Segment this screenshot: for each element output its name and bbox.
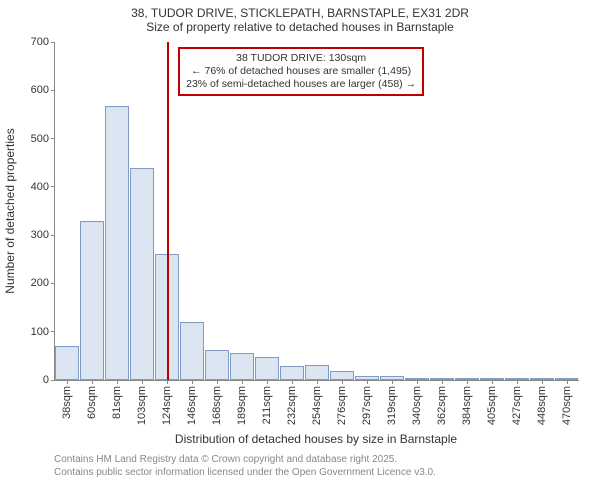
bar: [130, 168, 154, 380]
footer-line1: Contains HM Land Registry data © Crown c…: [54, 454, 436, 467]
bar: [230, 353, 254, 380]
ytick-mark: [51, 235, 55, 236]
bar: [255, 357, 279, 380]
ytick-mark: [51, 186, 55, 187]
bar: [80, 221, 104, 380]
bar: [280, 366, 304, 380]
xtick-label: 297sqm: [361, 386, 373, 425]
xtick-label: 384sqm: [461, 386, 473, 425]
ytick-mark: [51, 331, 55, 332]
ytick-label: 100: [31, 326, 49, 338]
xtick-mark: [267, 380, 268, 384]
xtick-mark: [242, 380, 243, 384]
xtick-mark: [517, 380, 518, 384]
ytick-label: 0: [43, 374, 49, 386]
xtick-mark: [342, 380, 343, 384]
reference-line: [167, 42, 169, 380]
ytick-label: 200: [31, 277, 49, 289]
footer-attribution: Contains HM Land Registry data © Crown c…: [54, 454, 436, 479]
xtick-mark: [442, 380, 443, 384]
ytick-label: 400: [31, 181, 49, 193]
xtick-label: 103sqm: [136, 386, 148, 425]
xtick-mark: [317, 380, 318, 384]
xtick-label: 168sqm: [211, 386, 223, 425]
plot-area: 010020030040050060070038sqm60sqm81sqm103…: [54, 42, 579, 381]
ytick-mark: [51, 90, 55, 91]
bar: [305, 365, 329, 380]
xtick-label: 340sqm: [411, 386, 423, 425]
xtick-mark: [67, 380, 68, 384]
bar: [330, 371, 354, 380]
xtick-mark: [167, 380, 168, 384]
xtick-label: 254sqm: [311, 386, 323, 425]
xtick-label: 362sqm: [436, 386, 448, 425]
xtick-mark: [192, 380, 193, 384]
xtick-mark: [217, 380, 218, 384]
ytick-mark: [51, 138, 55, 139]
y-axis-label: Number of detached properties: [3, 128, 17, 293]
bar: [180, 322, 204, 380]
bar: [105, 106, 129, 380]
annotation-line: ← 76% of detached houses are smaller (1,…: [186, 65, 416, 78]
xtick-label: 81sqm: [111, 386, 123, 419]
annotation-line: 23% of semi-detached houses are larger (…: [186, 78, 416, 91]
xtick-label: 60sqm: [86, 386, 98, 419]
xtick-label: 124sqm: [161, 386, 173, 425]
xtick-label: 427sqm: [511, 386, 523, 425]
ytick-mark: [51, 283, 55, 284]
ytick-mark: [51, 42, 55, 43]
xtick-mark: [92, 380, 93, 384]
xtick-mark: [567, 380, 568, 384]
xtick-label: 211sqm: [261, 386, 273, 424]
xtick-label: 276sqm: [336, 386, 348, 425]
ytick-mark: [51, 380, 55, 381]
xtick-mark: [542, 380, 543, 384]
ytick-label: 300: [31, 229, 49, 241]
annotation-box: 38 TUDOR DRIVE: 130sqm← 76% of detached …: [178, 47, 424, 96]
chart-title-line1: 38, TUDOR DRIVE, STICKLEPATH, BARNSTAPLE…: [0, 0, 600, 20]
xtick-label: 448sqm: [536, 386, 548, 425]
bar: [55, 346, 79, 380]
xtick-label: 38sqm: [61, 386, 73, 419]
xtick-mark: [292, 380, 293, 384]
xtick-label: 319sqm: [386, 386, 398, 425]
xtick-label: 470sqm: [561, 386, 573, 425]
footer-line2: Contains public sector information licen…: [54, 467, 436, 480]
xtick-mark: [142, 380, 143, 384]
ytick-label: 500: [31, 133, 49, 145]
x-axis-label: Distribution of detached houses by size …: [54, 432, 578, 446]
xtick-mark: [392, 380, 393, 384]
bar: [205, 350, 229, 380]
xtick-mark: [417, 380, 418, 384]
chart-subtitle: Size of property relative to detached ho…: [0, 20, 600, 38]
ytick-label: 700: [31, 36, 49, 48]
annotation-line: 38 TUDOR DRIVE: 130sqm: [186, 52, 416, 65]
xtick-label: 189sqm: [236, 386, 248, 425]
xtick-label: 232sqm: [286, 386, 298, 425]
xtick-label: 146sqm: [186, 386, 198, 425]
xtick-mark: [117, 380, 118, 384]
xtick-mark: [467, 380, 468, 384]
xtick-mark: [492, 380, 493, 384]
xtick-mark: [367, 380, 368, 384]
ytick-label: 600: [31, 84, 49, 96]
xtick-label: 405sqm: [486, 386, 498, 425]
